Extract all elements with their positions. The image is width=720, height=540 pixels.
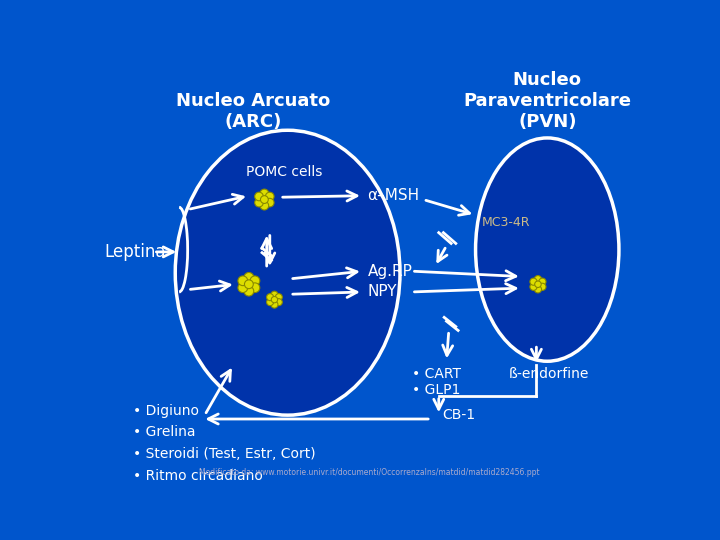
Circle shape (530, 283, 537, 291)
Circle shape (266, 192, 274, 201)
Text: Nucleo
Paraventricolare
(PVN): Nucleo Paraventricolare (PVN) (463, 71, 631, 131)
Text: Ag.RP: Ag.RP (367, 264, 413, 279)
Circle shape (266, 198, 274, 207)
Circle shape (271, 291, 278, 298)
Circle shape (266, 299, 274, 306)
Text: CB-1: CB-1 (443, 408, 476, 422)
Text: • GLP1: • GLP1 (412, 383, 460, 397)
Circle shape (255, 192, 264, 201)
Text: Modificato da: www.motorie.univr.it/documenti/Occorrenzalns/matdid/matdid282456.: Modificato da: www.motorie.univr.it/docu… (199, 468, 539, 477)
Text: NPY: NPY (367, 285, 397, 300)
Circle shape (261, 195, 269, 204)
Text: • CART: • CART (412, 367, 461, 381)
Circle shape (250, 276, 260, 286)
Text: • Digiuno
• Grelina
• Steroidi (Test, Estr, Cort)
• Ritmo circadiano: • Digiuno • Grelina • Steroidi (Test, Es… (132, 403, 315, 483)
Text: Leptina: Leptina (104, 243, 166, 261)
Circle shape (530, 278, 537, 285)
Circle shape (238, 276, 248, 286)
Circle shape (534, 275, 541, 283)
Circle shape (250, 283, 260, 293)
Text: MC3-4R: MC3-4R (482, 216, 531, 229)
Circle shape (266, 294, 274, 301)
Circle shape (244, 273, 253, 282)
Ellipse shape (175, 130, 400, 415)
Ellipse shape (476, 138, 619, 361)
Text: POMC cells: POMC cells (246, 165, 322, 179)
Circle shape (275, 294, 282, 301)
Circle shape (534, 286, 541, 293)
Text: ß-endorfine: ß-endorfine (508, 367, 589, 381)
Circle shape (271, 301, 278, 308)
Circle shape (539, 278, 546, 285)
Circle shape (260, 201, 269, 210)
Circle shape (245, 280, 253, 289)
Circle shape (244, 286, 253, 296)
Text: α–MSH: α–MSH (367, 188, 420, 203)
Text: Nucleo Arcuato
(ARC): Nucleo Arcuato (ARC) (176, 92, 330, 131)
Circle shape (275, 299, 282, 306)
Circle shape (238, 283, 248, 293)
Circle shape (260, 189, 269, 198)
Circle shape (535, 281, 541, 287)
Circle shape (539, 283, 546, 291)
Circle shape (255, 198, 264, 207)
Circle shape (271, 296, 278, 303)
